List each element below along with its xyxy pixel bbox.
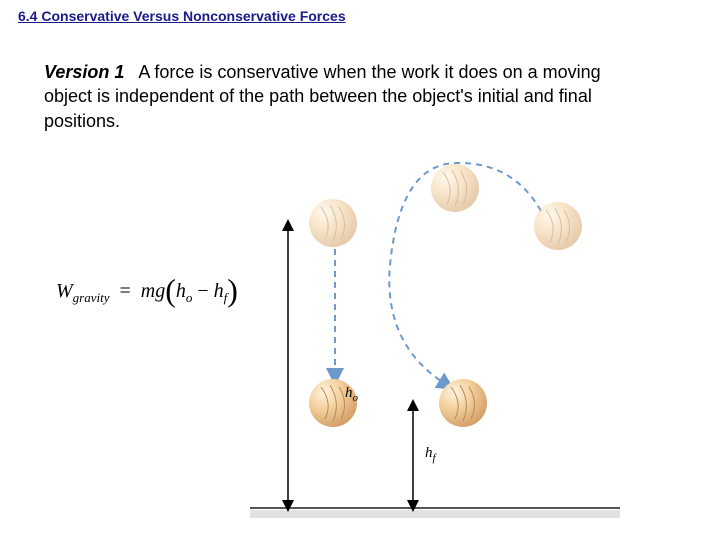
- gravity-work-equation: Wgravity = mg(ho − hf): [56, 280, 238, 306]
- eq-lhs-var: W: [56, 280, 73, 302]
- hf-label: hf: [425, 445, 436, 464]
- ground-shadow: [250, 510, 620, 518]
- h0-label: ho: [345, 385, 358, 404]
- eq-mg: mg: [141, 280, 165, 302]
- h0-var: h: [345, 385, 353, 401]
- h0-sub: o: [353, 392, 359, 404]
- hf-var: h: [425, 445, 433, 461]
- ball-bottom-right: [439, 379, 487, 427]
- hf-sub: f: [433, 452, 436, 464]
- ball-top-right: [534, 202, 582, 250]
- eq-h2: h: [214, 280, 224, 302]
- definition-block: Version 1 A force is conservative when t…: [44, 60, 612, 133]
- eq-minus: −: [192, 280, 213, 302]
- eq-lhs-sub: gravity: [73, 290, 110, 305]
- section-title: Conservative Versus Nonconservative Forc…: [41, 8, 345, 24]
- physics-diagram: ho hf: [245, 185, 675, 535]
- definition-term: Version 1: [44, 62, 124, 82]
- eq-h1: h: [176, 280, 186, 302]
- ball-top-arc: [431, 164, 479, 212]
- diagram-svg: [245, 185, 675, 535]
- definition-text: A force is conservative when the work it…: [44, 62, 601, 131]
- section-number: 6.4: [18, 8, 37, 24]
- ball-top-left: [309, 199, 357, 247]
- section-header: 6.4 Conservative Versus Nonconservative …: [18, 8, 346, 24]
